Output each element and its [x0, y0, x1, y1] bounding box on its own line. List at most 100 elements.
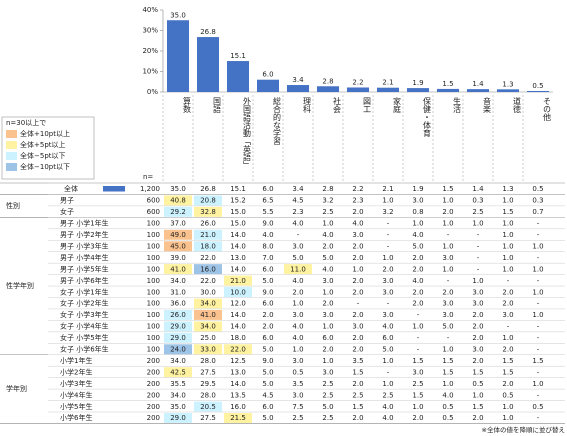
cell-value: 1.0	[502, 231, 513, 239]
cell-value: 1.0	[532, 380, 543, 388]
cell-value: 3.0	[352, 231, 363, 239]
cell-value: 2.5	[352, 391, 363, 399]
cell-value: 3.0	[292, 311, 303, 319]
bar-value-label: 2.8	[322, 77, 333, 85]
bar-value-label: 15.1	[230, 52, 246, 60]
cell-value: 34.0	[170, 357, 186, 365]
cell-highlight	[164, 367, 192, 378]
cell-highlight	[164, 309, 192, 320]
n-header: n=	[143, 173, 153, 181]
cell-value: 1.0	[502, 334, 513, 342]
cell-value: 1.5	[352, 368, 363, 376]
row-label: 小学2年生	[60, 367, 92, 376]
cell-value: 16.0	[200, 265, 216, 273]
cell-value: 1.0	[382, 357, 393, 365]
cell-highlight	[164, 229, 192, 240]
row-label: 女子 小学1年生	[60, 287, 109, 296]
cell-value: 4.0	[382, 414, 393, 422]
row-n: 1,200	[140, 185, 160, 193]
cell-value: 1.0	[322, 220, 333, 228]
bar-value-label: 6.0	[262, 71, 273, 79]
cell-value: 2.0	[412, 254, 423, 262]
cell-value: 2.2	[352, 185, 363, 193]
cell-value: 2.0	[352, 380, 363, 388]
cell-value: 25.0	[200, 334, 216, 342]
row-label: 小学1年生	[60, 356, 92, 365]
cell-value: -	[477, 265, 480, 273]
cell-value: 1.5	[442, 368, 453, 376]
row-label: 男子 小学6年生	[60, 276, 109, 285]
cell-value: 28.0	[200, 391, 216, 399]
cell-value: 3.0	[382, 288, 393, 296]
cell-value: 33.0	[200, 346, 216, 354]
cell-value: 5.0	[262, 414, 273, 422]
cell-value: 5.0	[322, 254, 333, 262]
column-header: 総合的な学習	[272, 97, 282, 145]
cell-value: -	[537, 368, 540, 376]
cell-value: 22.0	[200, 254, 216, 262]
cell-value: 1.0	[412, 403, 423, 411]
cell-value: 1.5	[352, 403, 363, 411]
cell-value: 1.0	[532, 265, 543, 273]
cell-value: -	[537, 254, 540, 262]
cell-value: 4.5	[262, 391, 273, 399]
cell-value: 11.0	[290, 265, 306, 273]
bar	[407, 88, 429, 92]
cell-highlight	[164, 344, 192, 355]
cell-highlight	[194, 321, 222, 332]
cell-value: 9.0	[262, 288, 273, 296]
row-label: 女子	[60, 207, 74, 216]
total-marker	[103, 186, 125, 192]
cell-value: 1.0	[472, 391, 483, 399]
cell-value: 41.0	[170, 265, 186, 273]
cell-value: 2.0	[412, 288, 423, 296]
cell-value: 2.0	[412, 265, 423, 273]
cell-value: 1.0	[472, 277, 483, 285]
cell-value: 1.5	[502, 357, 513, 365]
cell-value: -	[477, 242, 480, 250]
row-n: 100	[147, 220, 160, 228]
cell-value: 1.0	[442, 380, 453, 388]
cell-value: 2.3	[292, 208, 303, 216]
cell-value: 5.5	[262, 208, 273, 216]
cell-highlight	[194, 195, 222, 206]
cell-highlight	[164, 321, 192, 332]
cell-value: 6.0	[262, 403, 273, 411]
cell-value: 45.0	[170, 242, 186, 250]
cell-value: 21.5	[230, 414, 246, 422]
cell-value: 3.0	[412, 197, 423, 205]
row-label: 小学5年生	[60, 402, 92, 411]
cell-value: 14.0	[230, 231, 246, 239]
cell-value: 5.0	[262, 277, 273, 285]
cell-value: -	[387, 300, 390, 308]
cell-value: 2.0	[472, 311, 483, 319]
cell-value: -	[417, 311, 420, 319]
cell-value: 15.0	[230, 220, 246, 228]
cell-value: 34.0	[170, 391, 186, 399]
bar	[467, 89, 489, 92]
cell-highlight	[194, 344, 222, 355]
row-n: 100	[147, 242, 160, 250]
cell-highlight	[194, 309, 222, 320]
cell-value: 1.5	[472, 368, 483, 376]
cell-value: 4.5	[292, 197, 303, 205]
cell-value: 2.0	[322, 346, 333, 354]
cell-value: 4.0	[412, 231, 423, 239]
column-header: 社会	[332, 97, 342, 113]
cell-value: 1.0	[502, 242, 513, 250]
cell-value: 4.0	[292, 334, 303, 342]
cell-value: 7.5	[292, 403, 303, 411]
legend-swatch	[6, 152, 17, 160]
y-tick-label: 0%	[147, 88, 158, 96]
cell-value: 3.0	[292, 391, 303, 399]
cell-value: 0.7	[532, 208, 543, 216]
cell-highlight	[164, 241, 192, 252]
column-header: 音楽	[482, 97, 492, 113]
bar-value-label: 1.9	[412, 79, 423, 87]
cell-value: 4.0	[352, 220, 363, 228]
row-n: 200	[147, 357, 160, 365]
cell-value: 1.5	[442, 185, 453, 193]
cell-value: 5.0	[442, 323, 453, 331]
cell-value: 3.0	[322, 311, 333, 319]
